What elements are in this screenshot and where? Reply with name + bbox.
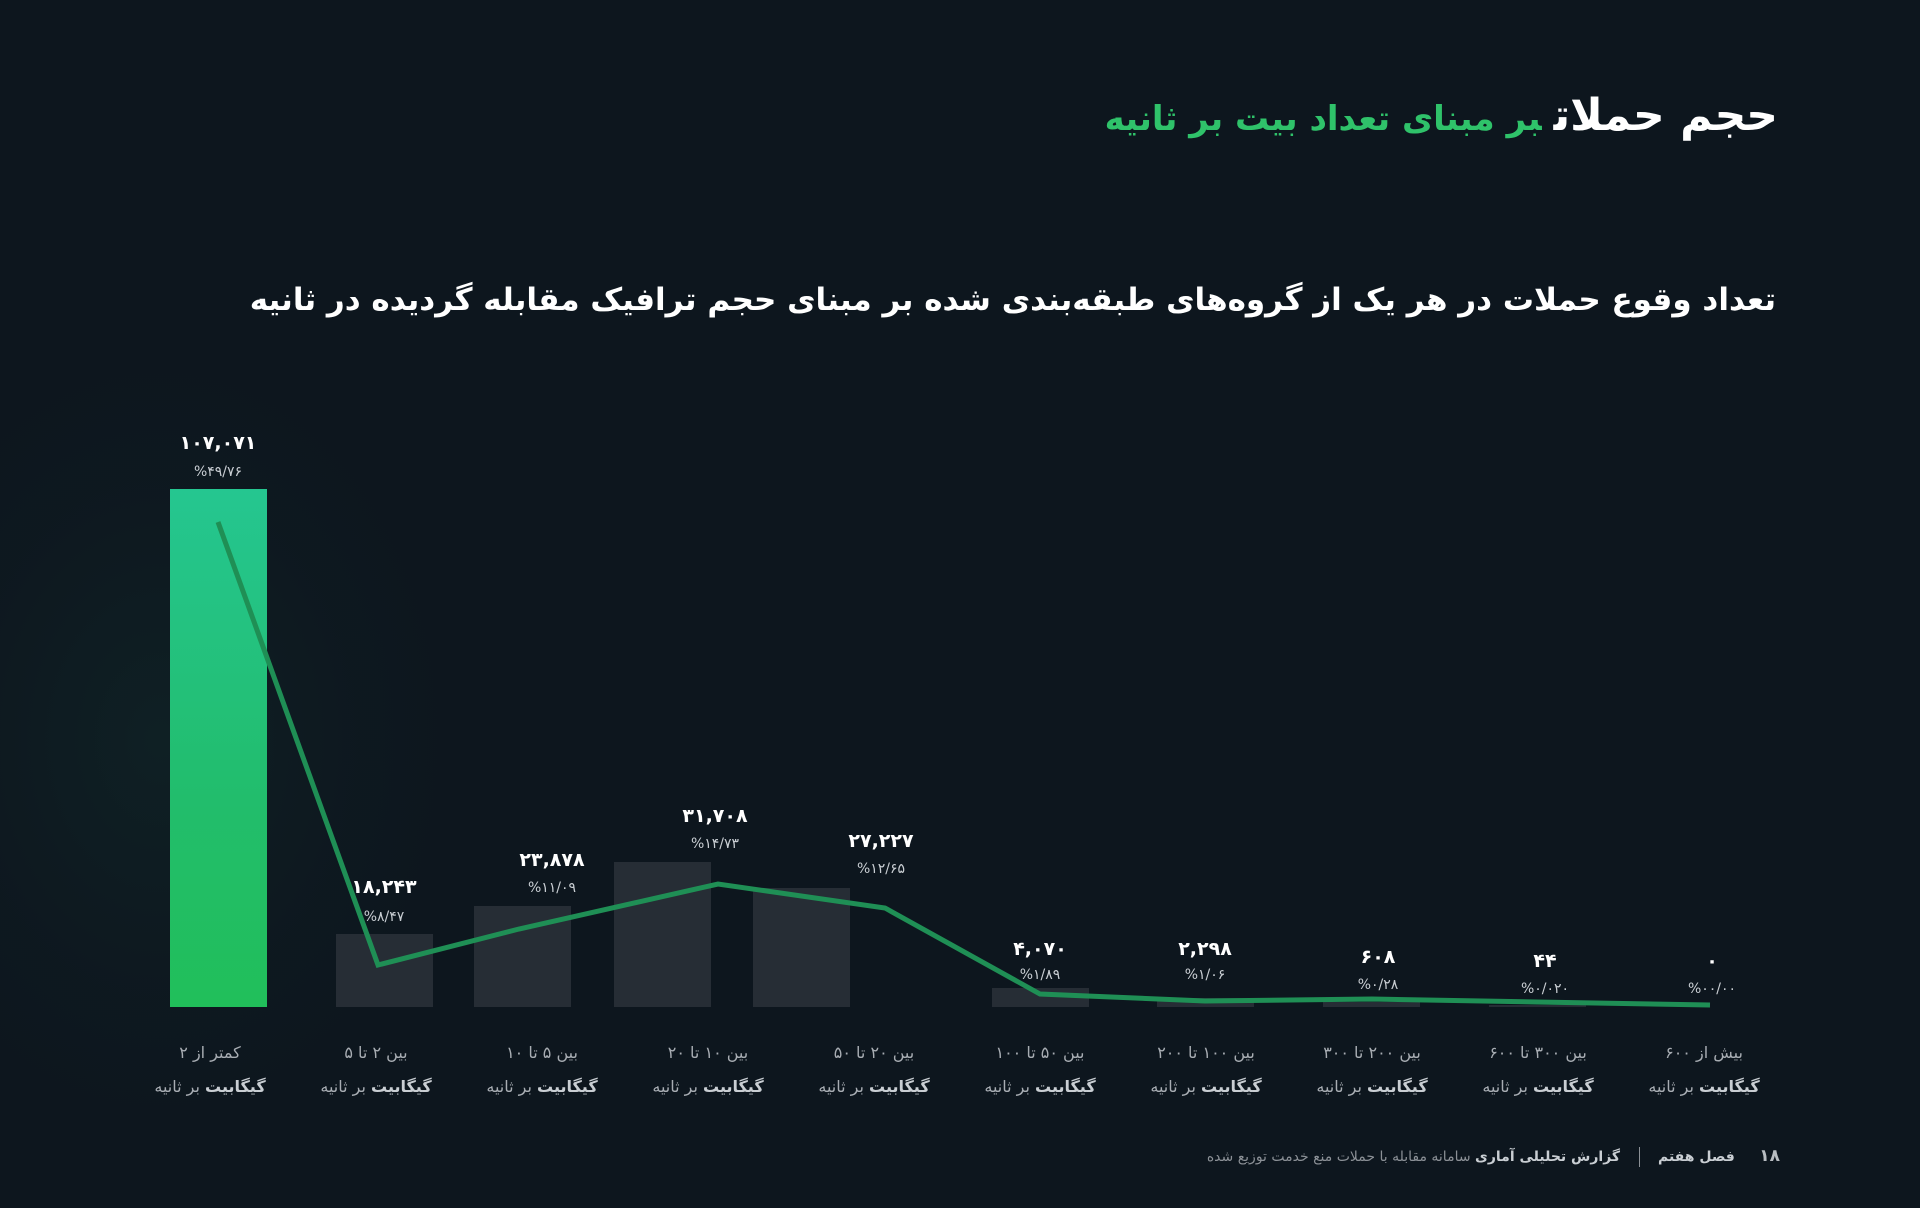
footer-divider — [1638, 1147, 1640, 1167]
unit-rest: بر ثانیه — [1648, 1077, 1694, 1096]
range-label: بین ۲ تا ۵ — [344, 1043, 408, 1062]
page-footer: ۱۸ فصل هفتم گزارش تحلیلی آماری سامانه مق… — [1207, 1146, 1780, 1167]
x-axis-label: بین ۲۰ تا ۵۰ گیگابیت بر ثانیه — [789, 1036, 959, 1104]
range-label: بین ۱۰ تا ۲۰ — [667, 1043, 749, 1062]
range-label: بیش از ۶۰۰ — [1665, 1043, 1743, 1062]
value-label: ۱۸,۲۴۳ — [351, 876, 417, 898]
unit-rest: بر ثانیه — [984, 1077, 1030, 1096]
percent-label: %۰/۰۲۰ — [1520, 981, 1570, 997]
unit-rest: بر ثانیه — [1150, 1077, 1196, 1096]
x-axis-label: بین ۱۰ تا ۲۰ گیگابیت بر ثانیه — [623, 1036, 793, 1104]
x-axis-label: کمتر از ۲ گیگابیت بر ثانیه — [125, 1036, 295, 1104]
unit-bold: گیگابیت — [371, 1077, 432, 1096]
value-label: ۴۴ — [1533, 950, 1557, 972]
value-label: ۳۱,۷۰۸ — [682, 805, 748, 827]
unit-bold: گیگابیت — [1201, 1077, 1262, 1096]
unit-rest: بر ثانیه — [1316, 1077, 1362, 1096]
bar-1 — [336, 934, 433, 1007]
percent-label: %۰/۲۸ — [1357, 977, 1399, 993]
chapter-label: فصل هفتم — [1657, 1149, 1735, 1165]
chart-subtitle: تعداد وقوع حملات در هر یک از گروه‌های طب… — [249, 282, 1776, 318]
page-number: ۱۸ — [1759, 1146, 1780, 1166]
value-label: ۲,۲۹۸ — [1178, 938, 1232, 960]
unit-rest: بر ثانیه — [1482, 1077, 1528, 1096]
unit-bold: گیگابیت — [1699, 1077, 1760, 1096]
percent-label: %۴۹/۷۶ — [193, 464, 243, 480]
range-label: بین ۱۰۰ تا ۲۰۰ — [1157, 1043, 1255, 1062]
percent-label: %۰۰/۰۰ — [1687, 981, 1737, 997]
unit-bold: گیگابیت — [537, 1077, 598, 1096]
percent-label: %۸/۴۷ — [363, 909, 405, 925]
unit-rest: بر ثانیه — [154, 1077, 200, 1096]
page-title: حجم حملات بر مبنای تعداد بیت بر ثانیه — [1105, 86, 1778, 149]
report-subtitle: سامانه مقابله با حملات منع خدمت توزیع شد… — [1206, 1149, 1471, 1165]
range-label: بین ۵۰ تا ۱۰۰ — [995, 1043, 1085, 1062]
range-label: کمتر از ۲ — [179, 1043, 241, 1062]
x-axis-label: بیش از ۶۰۰ گیگابیت بر ثانیه — [1619, 1036, 1789, 1104]
bar-4 — [753, 888, 850, 1007]
percent-label: %۱/۸۹ — [1019, 967, 1061, 983]
unit-rest: بر ثانیه — [486, 1077, 532, 1096]
unit-bold: گیگابیت — [1367, 1077, 1428, 1096]
unit-bold: گیگابیت — [1035, 1077, 1096, 1096]
unit-rest: بر ثانیه — [818, 1077, 864, 1096]
report-title: گزارش تحلیلی آماری — [1475, 1149, 1621, 1165]
value-label: ۲۳,۸۷۸ — [519, 849, 585, 871]
bar-0 — [170, 489, 267, 1007]
bar-7 — [1323, 1002, 1420, 1007]
percent-label: %۱۲/۶۵ — [856, 861, 906, 877]
x-axis-label: بین ۱۰۰ تا ۲۰۰ گیگابیت بر ثانیه — [1121, 1036, 1291, 1104]
value-label: ۶۰۸ — [1360, 946, 1396, 968]
bar-8 — [1489, 1005, 1586, 1007]
range-label: بین ۲۰۰ تا ۳۰۰ — [1323, 1043, 1421, 1062]
unit-rest: بر ثانیه — [652, 1077, 698, 1096]
unit-bold: گیگابیت — [869, 1077, 930, 1096]
percent-label: %۱۱/۰۹ — [527, 880, 577, 896]
range-label: بین ۲۰ تا ۵۰ — [833, 1043, 915, 1062]
x-axis-label: بین ۵۰ تا ۱۰۰ گیگابیت بر ثانیه — [955, 1036, 1125, 1104]
value-label: ۱۰۷,۰۷۱ — [179, 432, 257, 454]
title-main: حجم حملات — [1553, 90, 1778, 141]
percent-label: %۱/۰۶ — [1184, 967, 1226, 983]
unit-bold: گیگابیت — [205, 1077, 266, 1096]
unit-bold: گیگابیت — [1533, 1077, 1594, 1096]
x-axis-label: بین ۲ تا ۵ گیگابیت بر ثانیه — [291, 1036, 461, 1104]
value-label: ۴,۰۷۰ — [1013, 938, 1067, 960]
percent-label: %۱۴/۷۳ — [690, 836, 740, 852]
range-label: بین ۵ تا ۱۰ — [506, 1043, 578, 1062]
bar-3 — [614, 862, 711, 1007]
x-axis-label: بین ۳۰۰ تا ۶۰۰ گیگابیت بر ثانیه — [1453, 1036, 1623, 1104]
value-label: ۰ — [1706, 950, 1718, 972]
value-label: ۲۷,۲۲۷ — [848, 830, 914, 852]
x-axis-label: بین ۲۰۰ تا ۳۰۰ گیگابیت بر ثانیه — [1287, 1036, 1457, 1104]
unit-bold: گیگابیت — [703, 1077, 764, 1096]
unit-rest: بر ثانیه — [320, 1077, 366, 1096]
x-axis-label: بین ۵ تا ۱۰ گیگابیت بر ثانیه — [457, 1036, 627, 1104]
range-label: بین ۳۰۰ تا ۶۰۰ — [1489, 1043, 1587, 1062]
title-accent: بر مبنای تعداد بیت بر ثانیه — [1104, 99, 1542, 139]
